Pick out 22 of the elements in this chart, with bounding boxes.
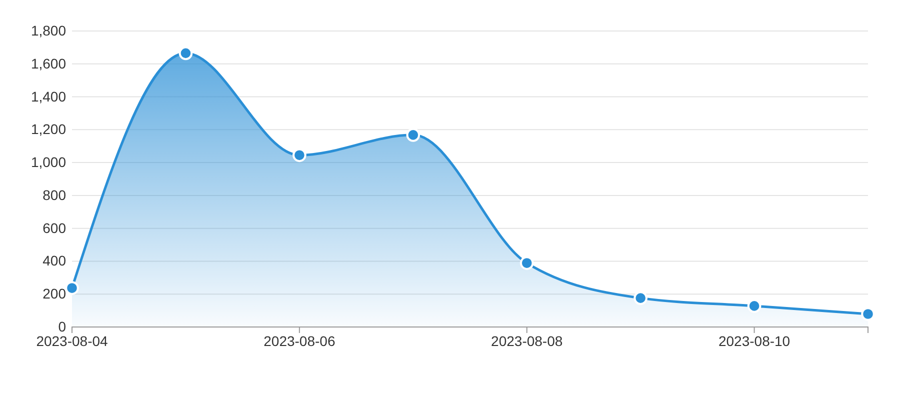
point — [747, 299, 762, 313]
point — [406, 128, 420, 142]
y-tick-label: 1,800 — [30, 22, 66, 38]
y-tick-label: 800 — [42, 186, 66, 203]
x-tick-label: 2023-08-10 — [718, 332, 790, 349]
x-tick-label: 2023-08-06 — [264, 332, 336, 349]
point — [178, 46, 193, 60]
point — [292, 148, 306, 162]
y-tick-label: 1,600 — [30, 55, 66, 72]
y-tick-label: 1,200 — [30, 121, 66, 138]
point — [65, 281, 79, 295]
y-tick-label: 1,400 — [30, 88, 66, 104]
y-tick-label: 400 — [42, 252, 66, 269]
x-tick-label: 2023-08-04 — [36, 332, 108, 349]
y-tick-label: 600 — [42, 220, 66, 236]
y-tick-label: 0 — [58, 318, 66, 334]
point — [861, 307, 875, 321]
x-tick-label: 2023-08-08 — [491, 332, 563, 349]
point — [634, 291, 648, 305]
point — [520, 256, 534, 270]
y-tick-label: 200 — [42, 286, 66, 302]
y-tick-label: 1,000 — [30, 154, 66, 170]
